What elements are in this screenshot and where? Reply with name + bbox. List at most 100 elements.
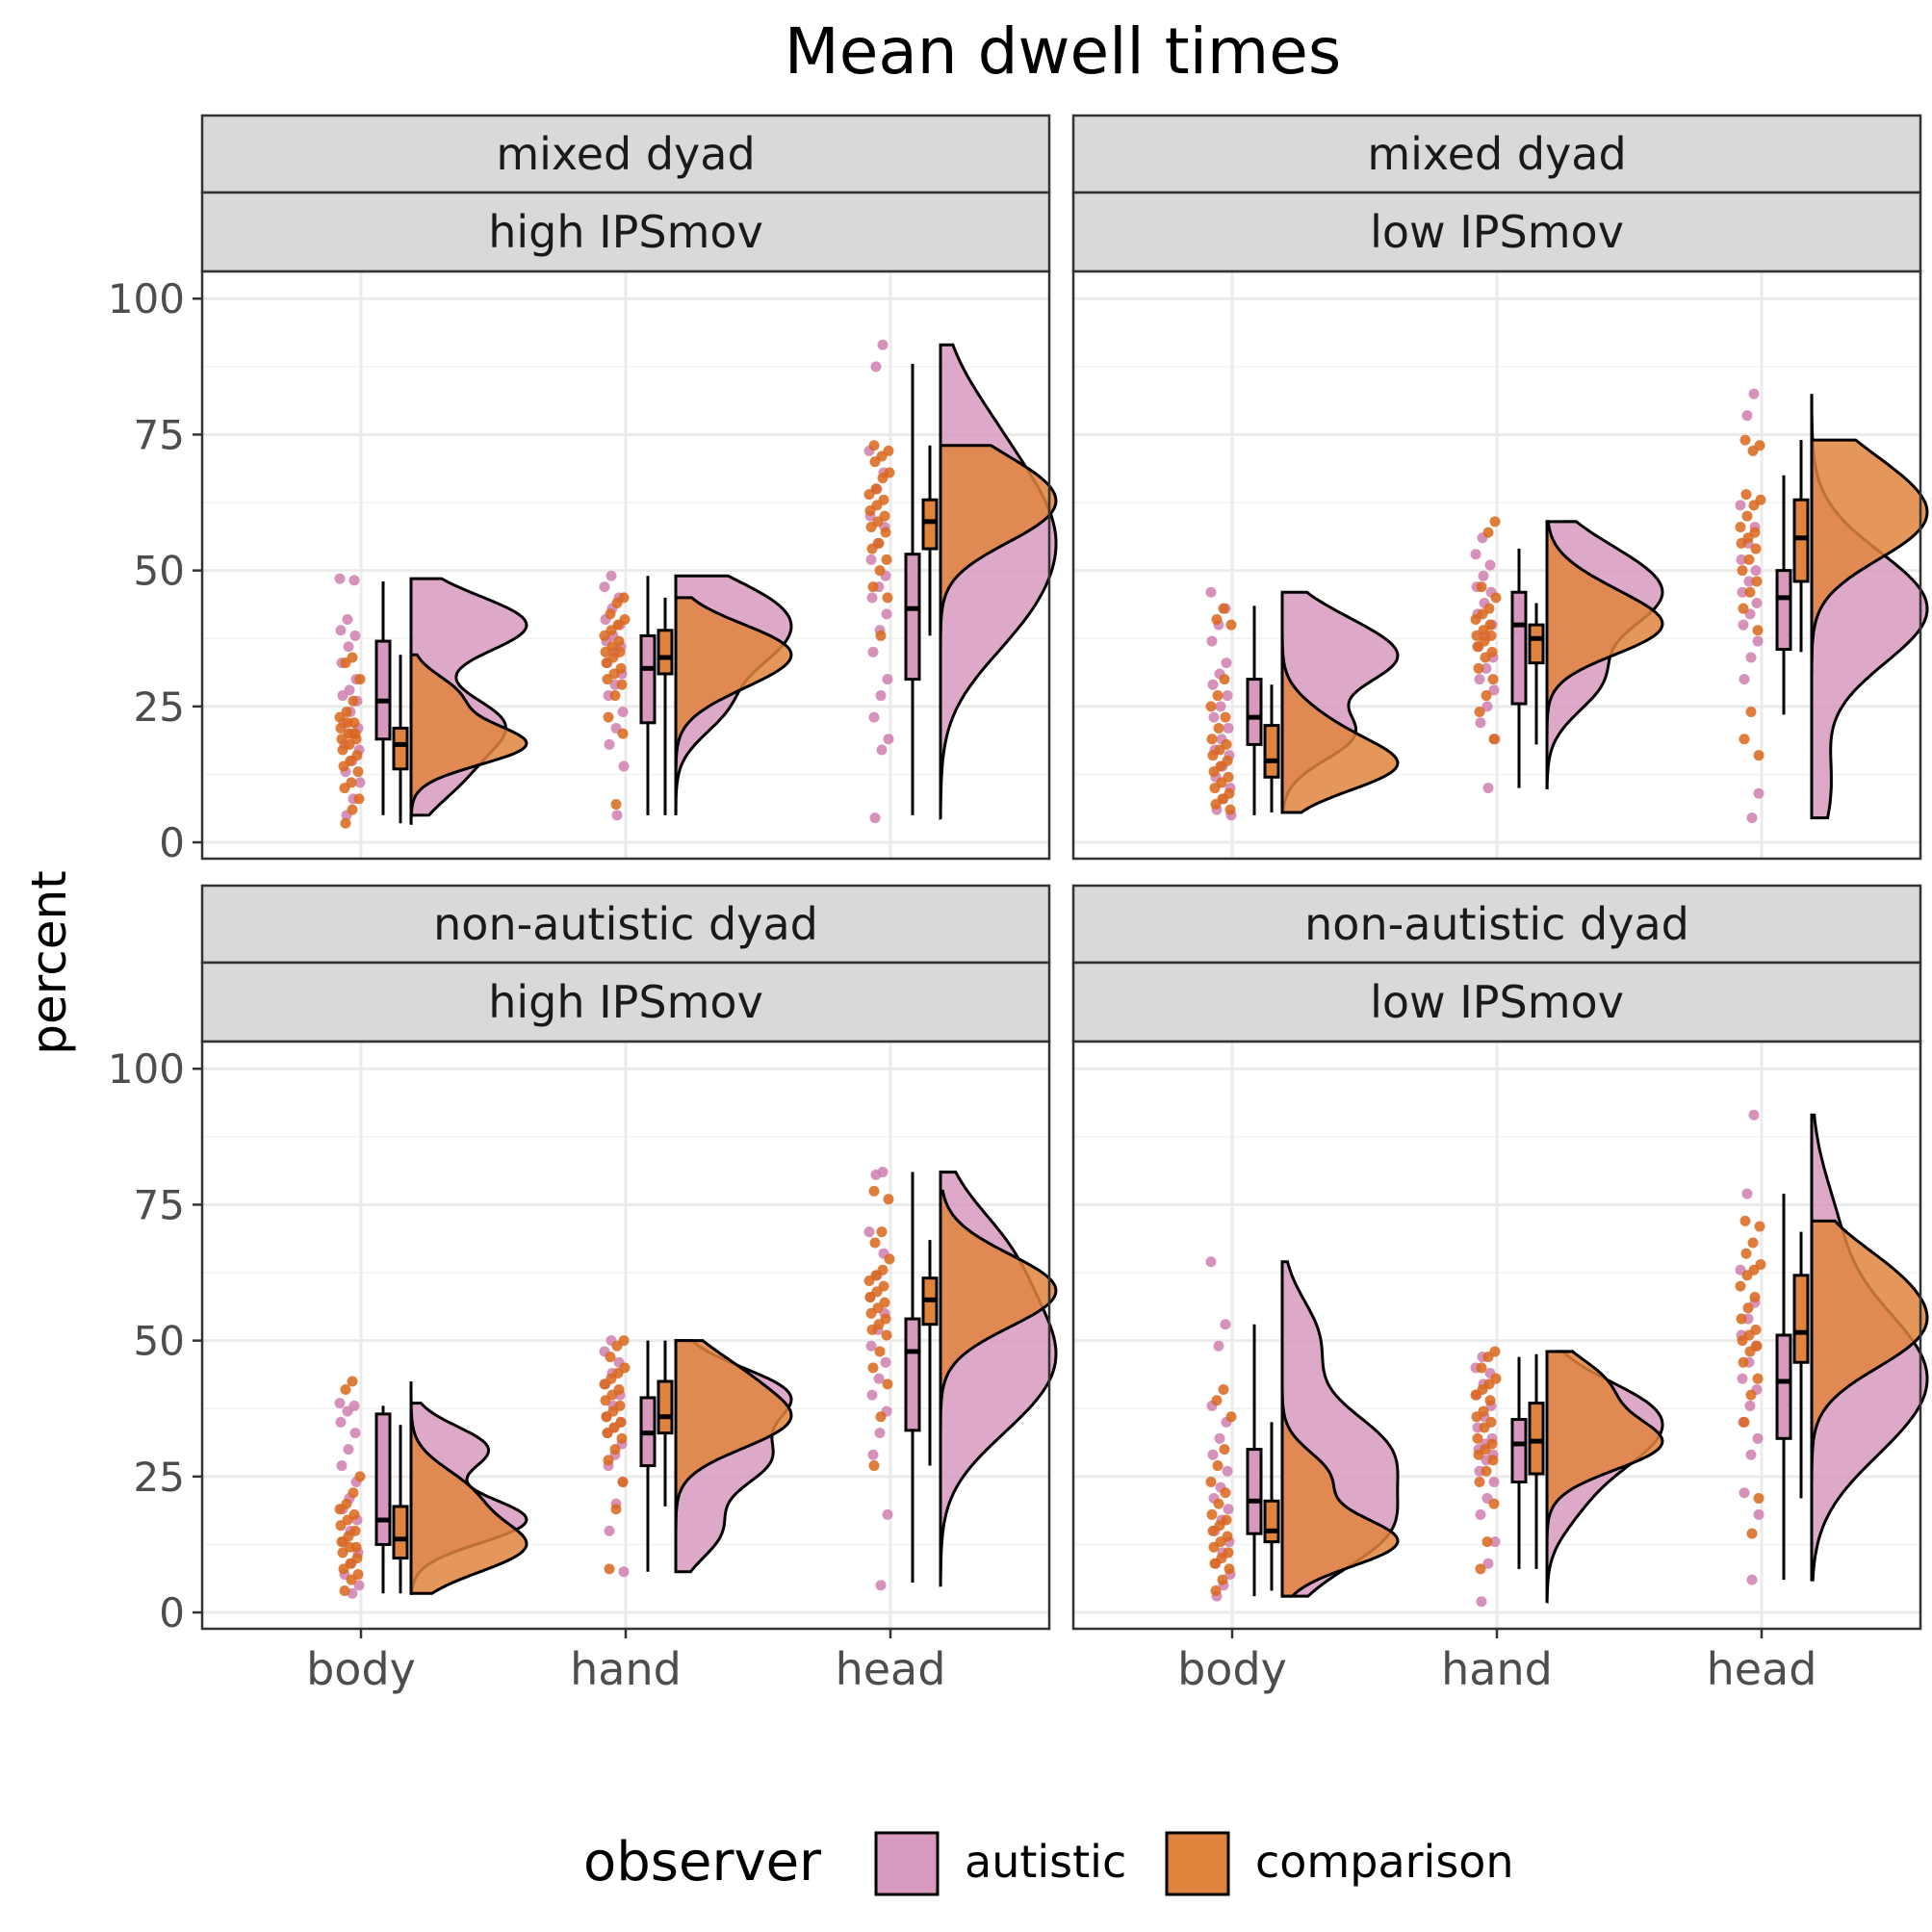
comparison-point [864, 505, 876, 517]
autistic-point [1751, 598, 1763, 609]
comparison-point [881, 554, 892, 565]
autistic-point [867, 646, 879, 657]
legend-label-comparison: comparison [1255, 1836, 1514, 1888]
autistic-point [1746, 1574, 1758, 1585]
comparison-point [1473, 1449, 1484, 1460]
autistic-point [1207, 679, 1219, 690]
autistic-point [1222, 1465, 1233, 1477]
x-tick-label: body [306, 1643, 416, 1695]
autistic-point [1474, 674, 1485, 685]
autistic-point [870, 361, 882, 373]
facet-strip-bottom-label: low IPSmov [1370, 206, 1624, 258]
autistic-point [882, 1508, 893, 1520]
comparison-point [600, 1395, 611, 1406]
comparison-point [601, 1411, 612, 1423]
comparison-point [1474, 1477, 1485, 1487]
panel-border [200, 1040, 1051, 1631]
facet-strip-bottom [200, 961, 1051, 1043]
comparison-point [1472, 641, 1483, 653]
autistic-box [1775, 1333, 1792, 1440]
autistic-point [1488, 684, 1500, 696]
autistic-point [1223, 722, 1234, 734]
comparison-point [865, 1307, 877, 1319]
autistic-point [866, 592, 878, 604]
comparison-point [1225, 619, 1237, 631]
comparison-point [1210, 799, 1222, 811]
autistic-point [617, 707, 629, 717]
comparison-box [1263, 1499, 1280, 1544]
comparison-box [1792, 498, 1810, 583]
comparison-point [611, 598, 623, 609]
comparison-point [1752, 625, 1764, 636]
autistic-point [883, 734, 894, 745]
autistic-point [1735, 500, 1746, 511]
comparison-box [657, 1379, 674, 1435]
comparison-point [617, 1477, 629, 1487]
comparison-point [881, 1329, 892, 1341]
comparison-violin [1545, 1350, 1664, 1569]
y-tick-label: 75 [134, 1181, 185, 1228]
comparison-point [1209, 1558, 1221, 1569]
comparison-point [599, 1378, 610, 1390]
autistic-point [1481, 662, 1492, 674]
comparison-point [1747, 445, 1759, 456]
comparison-point [1738, 603, 1749, 614]
autistic-point [349, 630, 361, 641]
y-tick-label: 50 [134, 548, 185, 595]
comparison-violin [939, 1189, 1058, 1466]
autistic-point [1207, 1449, 1219, 1460]
comparison-point [1479, 1422, 1490, 1433]
comparison-point [1475, 1563, 1486, 1575]
autistic-point [1745, 652, 1757, 663]
comparison-point [1741, 1270, 1753, 1281]
comparison-point [880, 527, 891, 538]
comparison-point [866, 543, 878, 554]
autistic-box [1775, 569, 1792, 652]
comparison-point [869, 456, 881, 468]
autistic-point [1743, 576, 1755, 587]
autistic-point [880, 1356, 891, 1368]
comparison-point [882, 1378, 893, 1390]
autistic-point [353, 1580, 365, 1591]
comparison-point [599, 630, 610, 641]
comparison-point [610, 1504, 622, 1515]
comparison-violin [409, 1381, 528, 1595]
panel-border [200, 270, 1051, 861]
comparison-point [1747, 1237, 1759, 1249]
comparison-point [339, 1584, 350, 1596]
comparison-point [1745, 707, 1757, 717]
comparison-point [1207, 750, 1219, 761]
comparison-point [337, 1547, 348, 1558]
comparison-point [1208, 1541, 1220, 1553]
autistic-point [865, 554, 877, 565]
comparison-point [1735, 1280, 1746, 1292]
comparison-point [1480, 652, 1491, 663]
comparison-point [347, 804, 358, 815]
comparison-point [605, 1352, 616, 1363]
autistic-box [1510, 1418, 1528, 1483]
facet-panel: non-autistic dyad high IPSmov 0 25 50 75 100 bo… [108, 884, 1058, 1695]
comparison-point [1472, 1432, 1483, 1444]
comparison-point [604, 1563, 615, 1575]
facet-strip-bottom-label: low IPSmov [1370, 976, 1624, 1028]
facet-strip-top-label: mixed dyad [1367, 128, 1626, 180]
comparison-point [1749, 1291, 1761, 1302]
autistic-point [342, 1405, 353, 1417]
comparison-point [1751, 576, 1763, 587]
autistic-point [1223, 1504, 1234, 1515]
comparison-point [1488, 734, 1500, 745]
autistic-box [1246, 678, 1263, 746]
comparison-point [1482, 1352, 1494, 1363]
comparison-point [1219, 1444, 1230, 1455]
comparison-point [1739, 1416, 1750, 1428]
comparison-point [1744, 1346, 1756, 1357]
comparison-point [1741, 510, 1753, 522]
autistic-point [334, 1398, 346, 1409]
comparison-point [1211, 613, 1223, 625]
comparison-point [1740, 489, 1752, 501]
panel-border [1071, 1040, 1922, 1631]
comparison-point [1213, 1498, 1224, 1509]
comparison-point [1208, 766, 1220, 778]
autistic-point [599, 581, 610, 593]
comparison-point [876, 1226, 888, 1238]
